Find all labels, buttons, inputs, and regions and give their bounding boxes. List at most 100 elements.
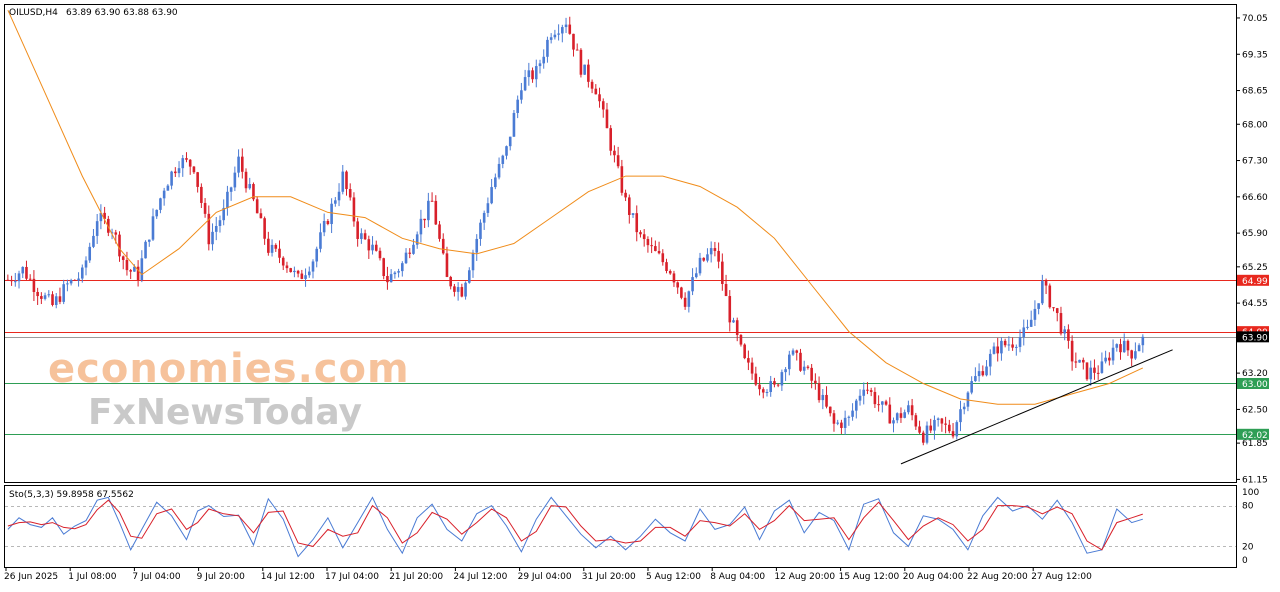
- candle-body: [1081, 359, 1085, 363]
- candle-body: [505, 146, 508, 156]
- horizontal-levels: [5, 280, 1236, 435]
- candle-body: [133, 266, 136, 272]
- candle-body: [654, 246, 657, 251]
- price-tick-label: 63.20: [1242, 369, 1268, 379]
- candle-body: [486, 203, 490, 213]
- candle-body: [624, 192, 627, 198]
- candle-body: [95, 221, 99, 236]
- candle-body: [77, 278, 80, 281]
- price-tick-label: 66.60: [1242, 193, 1268, 203]
- candle-body: [445, 253, 449, 277]
- stochastic-axis: 100 80 20 0: [1242, 488, 1259, 566]
- price-tick-label: 61.85: [1242, 439, 1268, 449]
- symbol-label: OILUSD,H4: [9, 8, 58, 18]
- candle-body: [739, 334, 743, 345]
- price-tick-label: 65.25: [1242, 263, 1268, 273]
- price-tag-63.90: [1237, 331, 1269, 343]
- candle-body: [1074, 361, 1078, 363]
- candle-body: [1041, 280, 1044, 304]
- candle-body: [732, 320, 735, 323]
- candle-body: [546, 39, 549, 57]
- candle-body: [58, 296, 62, 302]
- candle-body: [553, 34, 557, 38]
- candle-body: [319, 232, 322, 249]
- candle-body: [345, 171, 348, 190]
- candle-body: [229, 187, 233, 192]
- candle-body: [702, 257, 706, 261]
- candle-body: [147, 239, 151, 242]
- candle-body: [293, 270, 296, 273]
- candle-body: [129, 270, 132, 272]
- candle-body: [311, 261, 315, 272]
- candle-body: [177, 168, 181, 174]
- trendline: [900, 349, 1173, 465]
- candle-body: [680, 287, 683, 298]
- candle-body: [285, 265, 289, 269]
- ohlc-values: 63.89 63.90 63.88 63.90: [66, 8, 178, 18]
- candle-body: [80, 267, 84, 279]
- candle-body: [155, 209, 159, 217]
- candle-body: [642, 234, 646, 240]
- candle-body: [568, 24, 572, 34]
- stochastic-frame: [4, 485, 1237, 568]
- candle-body: [1015, 346, 1018, 348]
- candle-body: [758, 384, 761, 390]
- candle-body: [207, 213, 211, 245]
- candle-body: [382, 258, 386, 277]
- candle-body: [427, 200, 430, 221]
- candle-body: [386, 276, 389, 283]
- candle-body: [99, 212, 103, 222]
- time-tick-label: 1 Jul 08:00: [68, 572, 117, 582]
- price-tag-62.02: [1237, 428, 1269, 440]
- candle-body: [869, 390, 873, 392]
- candle-body: [784, 369, 787, 373]
- candle-body: [218, 220, 222, 227]
- candle-body: [780, 372, 784, 386]
- time-tick-label: 17 Jul 04:00: [325, 572, 379, 582]
- candle-body: [415, 234, 419, 245]
- candle-body: [464, 282, 467, 297]
- candle-body: [118, 234, 121, 257]
- candle-body: [430, 200, 434, 202]
- candle-body: [605, 109, 609, 129]
- candle-body: [795, 350, 799, 353]
- candle-body: [936, 418, 940, 420]
- candle-body: [721, 261, 724, 284]
- candle-body: [404, 252, 408, 264]
- candle-body: [1029, 319, 1033, 327]
- candle-body: [1119, 344, 1122, 353]
- candle-body: [769, 381, 773, 392]
- candle-body: [401, 263, 404, 272]
- ma-line: [7, 9, 1144, 405]
- candle-body: [1059, 313, 1063, 334]
- price-tag-63.00: [1237, 377, 1269, 389]
- candle-body: [200, 186, 203, 203]
- time-tick-label: 21 Jul 20:00: [389, 572, 443, 582]
- candle-body: [159, 198, 162, 210]
- candle-body: [1122, 340, 1126, 353]
- candle-body: [843, 417, 847, 428]
- candle-body: [921, 432, 925, 443]
- candle-body: [389, 274, 393, 283]
- candle-body: [322, 221, 326, 233]
- time-tick-label: 22 Aug 20:00: [967, 572, 1028, 582]
- candle-body: [1108, 357, 1111, 361]
- candle-body: [140, 258, 144, 280]
- candle-body: [278, 248, 281, 258]
- candle-body: [114, 232, 118, 235]
- candle-body: [1052, 307, 1055, 309]
- candle-body: [374, 244, 378, 251]
- candle-body: [10, 279, 13, 282]
- time-tick-label: 8 Aug 04:00: [710, 572, 765, 582]
- stoch-axis-label: 80: [1242, 502, 1254, 512]
- candle-body: [601, 101, 605, 110]
- candle-body: [397, 271, 400, 273]
- candle-body: [326, 221, 330, 225]
- candle-body: [944, 423, 947, 425]
- candle-body: [948, 424, 951, 432]
- candle-body: [970, 381, 973, 393]
- candle-body: [471, 252, 475, 271]
- candle-body: [988, 353, 992, 367]
- candle-body: [263, 218, 266, 239]
